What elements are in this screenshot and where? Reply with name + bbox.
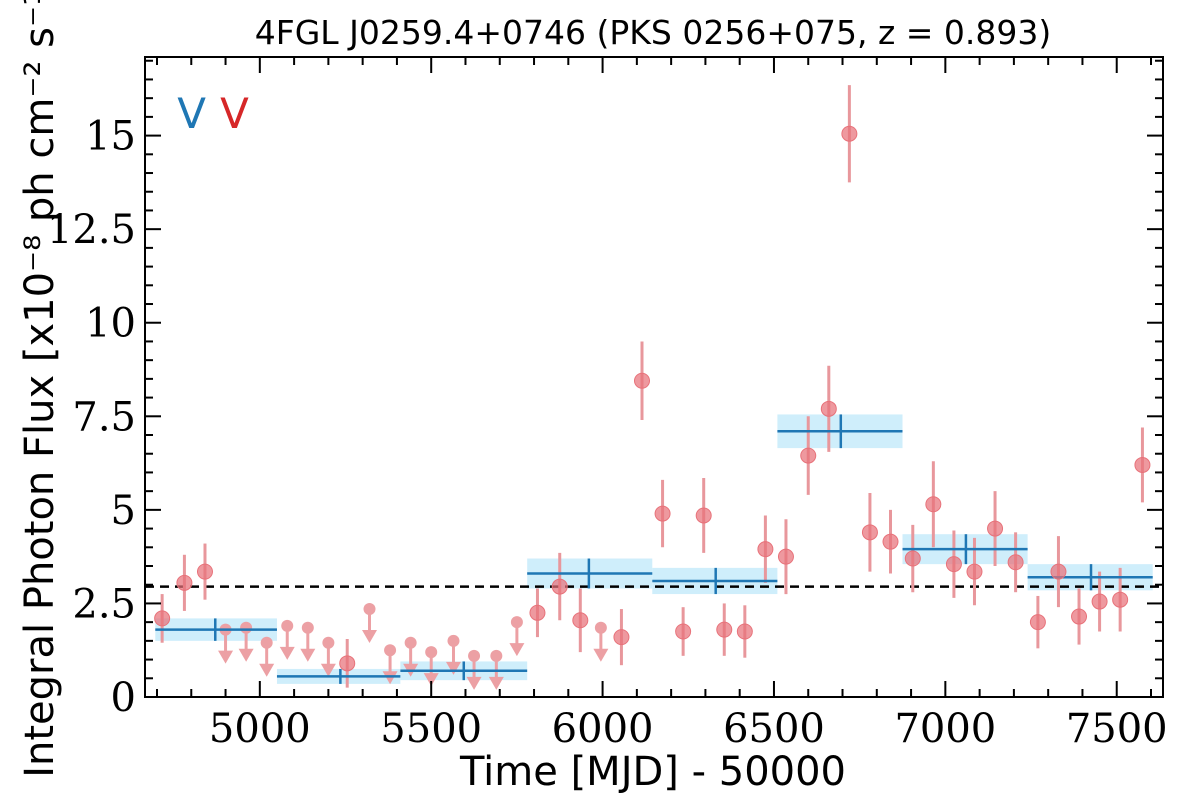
data-point — [841, 125, 858, 142]
data-point — [904, 550, 921, 567]
x-axis-label: Time [MJD] - 50000 — [459, 749, 846, 795]
data-point — [1071, 608, 1088, 625]
x-tick-label: 7500 — [1066, 706, 1168, 752]
data-point — [925, 496, 942, 513]
upper-limit-cap — [594, 621, 607, 634]
data-point — [736, 623, 753, 640]
y-axis-label: Integral Photon Flux [x10⁻⁸ ph cm⁻² s⁻¹] — [17, 0, 63, 778]
y-tick-label: 12.5 — [47, 207, 136, 253]
upper-limit-arrow — [300, 648, 316, 662]
upper-limit-arrow — [382, 671, 398, 685]
x-tick-label: 5000 — [209, 706, 311, 752]
upper-limit-cap — [301, 621, 314, 634]
data-point — [800, 447, 817, 464]
data-point — [820, 400, 837, 417]
y-tick-label: 7.5 — [72, 394, 136, 440]
data-point — [1134, 456, 1151, 473]
upper-limit-cap — [490, 649, 503, 662]
chart-title: 4FGL J0259.4+0746 (PKS 0256+075, z = 0.8… — [255, 13, 1052, 52]
data-point — [1007, 554, 1024, 571]
upper-limit-cap — [322, 636, 335, 649]
data-point — [572, 612, 589, 629]
upper-limit-arrow — [218, 650, 234, 664]
upper-limit-cap — [404, 636, 417, 649]
data-point — [945, 556, 962, 573]
y-tick-label: 5 — [111, 488, 136, 534]
upper-limit-cap — [447, 634, 460, 647]
y-tick-label: 10 — [85, 301, 136, 347]
data-point — [716, 621, 733, 638]
data-point — [1091, 593, 1108, 610]
data-point — [777, 548, 794, 565]
upper-limit-arrow — [238, 648, 254, 662]
upper-limit-cap — [281, 619, 294, 632]
data-point — [613, 629, 630, 646]
data-point — [339, 655, 356, 672]
plot-area — [145, 85, 1163, 690]
v-marker: V — [177, 89, 206, 138]
upper-limit-arrow — [279, 646, 295, 660]
upper-limit-arrow — [593, 648, 609, 662]
data-point — [1029, 614, 1046, 631]
x-tick-label: 6000 — [552, 706, 654, 752]
upper-limit-arrow — [259, 663, 275, 677]
y-tick-label: 0 — [111, 675, 136, 721]
data-point — [757, 541, 774, 558]
data-point — [529, 604, 546, 621]
upper-limit-cap — [384, 644, 397, 657]
upper-limit-cap — [468, 649, 481, 662]
x-tick-label: 6500 — [723, 706, 825, 752]
upper-limit-arrow — [320, 663, 336, 677]
data-point — [675, 623, 692, 640]
data-point — [634, 372, 651, 389]
upper-limit-cap — [260, 636, 273, 649]
data-point — [966, 563, 983, 580]
data-point — [654, 505, 671, 522]
data-point — [551, 578, 568, 595]
upper-limit-arrow — [488, 676, 504, 690]
upper-limit-cap — [363, 603, 376, 616]
data-point — [882, 533, 899, 550]
data-point — [861, 524, 878, 541]
data-point — [1050, 563, 1067, 580]
data-point — [154, 610, 171, 627]
x-tick-label: 5500 — [380, 706, 482, 752]
y-tick-label: 15 — [85, 114, 136, 160]
axes: 5000 5500 6000 6500 7000 7500 0 2.5 5 7.5 10 12.5 15… — [47, 56, 1168, 752]
x-tick-label: 7000 — [894, 706, 996, 752]
plot-frame — [144, 56, 1164, 698]
data-point — [196, 563, 213, 580]
data-point — [176, 574, 193, 591]
data-point — [987, 520, 1004, 537]
upper-limit-cap — [425, 646, 438, 659]
data-point — [1112, 591, 1129, 608]
v-marker: V — [220, 89, 249, 138]
upper-limit-cap — [510, 616, 523, 629]
upper-limit-arrow — [509, 643, 525, 657]
upper-limit-arrow — [362, 630, 378, 644]
upper-limit-cap — [240, 621, 253, 634]
upper-limit-arrow — [423, 673, 439, 687]
upper-limit-arrow — [445, 661, 461, 675]
upper-limit-arrow — [466, 676, 482, 690]
data-point — [695, 507, 712, 524]
y-tick-label: 2.5 — [72, 581, 136, 627]
